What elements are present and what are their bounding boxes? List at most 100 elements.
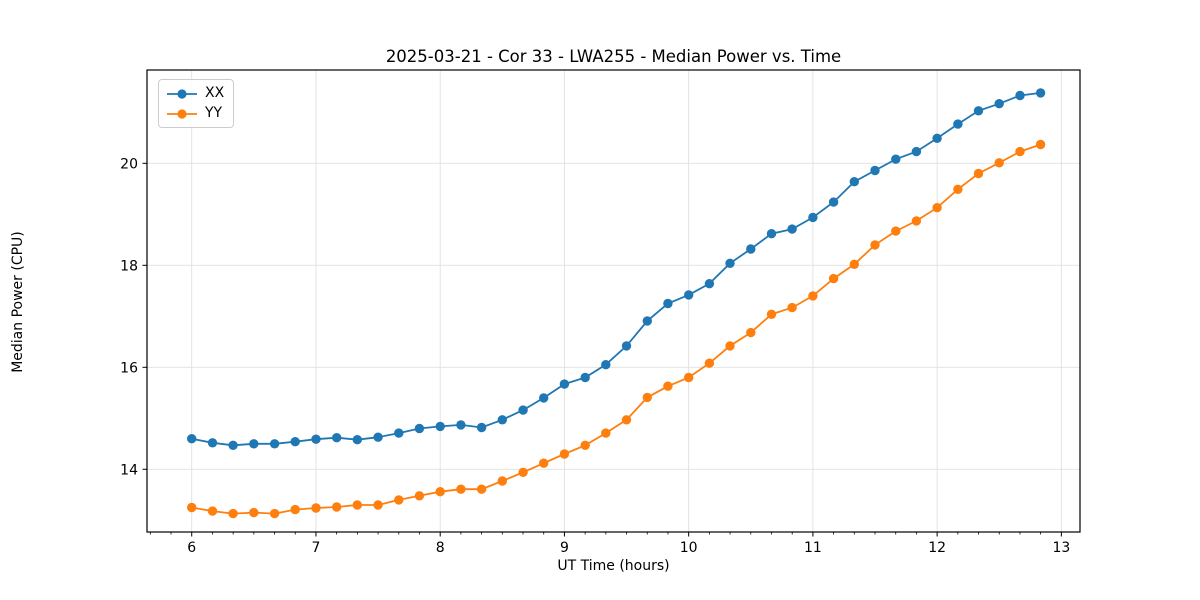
data-point-yy xyxy=(684,372,694,383)
data-point-xx xyxy=(725,258,735,268)
data-point-yy xyxy=(994,158,1004,168)
data-point-yy xyxy=(932,203,942,213)
legend: XX YY xyxy=(158,79,235,128)
data-point-yy xyxy=(870,240,880,250)
data-point-xx xyxy=(704,279,715,289)
data-point-xx xyxy=(352,435,362,445)
data-point-xx xyxy=(870,165,880,176)
legend-entry-xx: XX xyxy=(166,85,224,102)
data-point-yy xyxy=(414,491,425,501)
data-point-xx xyxy=(642,316,652,326)
data-point-yy xyxy=(559,449,570,459)
data-point-yy xyxy=(311,503,321,513)
data-point-yy xyxy=(207,506,218,516)
data-point-xx xyxy=(1035,88,1046,98)
data-point-xx xyxy=(187,434,197,444)
data-point-xx xyxy=(663,298,673,309)
data-point-yy xyxy=(1015,146,1025,157)
data-point-xx xyxy=(911,146,922,157)
data-point-xx xyxy=(891,154,901,164)
x-tick-label: 8 xyxy=(436,540,445,556)
data-point-xx xyxy=(539,393,549,403)
data-point-xx xyxy=(207,438,218,448)
data-point-xx xyxy=(456,420,466,430)
data-point-xx xyxy=(932,133,942,143)
data-point-xx xyxy=(766,229,777,239)
data-point-xx xyxy=(311,434,321,444)
legend-marker-xx-icon xyxy=(167,88,197,99)
data-point-yy xyxy=(497,476,507,486)
y-tick-label: 20 xyxy=(120,156,138,172)
data-point-yy xyxy=(580,440,590,450)
data-point-xx xyxy=(808,212,818,223)
legend-label-yy: YY xyxy=(205,105,223,121)
y-tick-label: 14 xyxy=(120,462,138,478)
data-point-yy xyxy=(476,484,487,494)
data-point-xx xyxy=(601,360,611,370)
data-point-yy xyxy=(787,302,797,313)
x-tick-label: 7 xyxy=(311,540,320,556)
data-point-xx xyxy=(394,428,404,438)
data-point-yy xyxy=(663,381,673,391)
x-tick-label: 11 xyxy=(804,540,822,556)
data-point-yy xyxy=(332,502,342,512)
data-point-yy xyxy=(953,184,963,194)
series-line-xx xyxy=(191,92,1041,447)
data-point-xx xyxy=(290,437,300,447)
x-tick-label: 9 xyxy=(560,540,569,556)
data-point-yy xyxy=(228,508,238,519)
data-point-xx xyxy=(228,440,238,450)
data-point-xx xyxy=(559,379,570,389)
data-point-yy xyxy=(290,504,300,515)
data-point-xx xyxy=(973,106,984,116)
data-point-xx xyxy=(414,423,425,434)
data-point-yy xyxy=(849,259,859,269)
data-point-yy xyxy=(518,467,528,477)
data-point-yy xyxy=(394,495,404,505)
legend-marker-yy-icon xyxy=(167,108,197,119)
data-point-yy xyxy=(352,500,362,510)
data-point-yy xyxy=(601,428,611,438)
x-tick-label: 6 xyxy=(187,540,196,556)
data-point-xx xyxy=(373,432,383,442)
data-point-yy xyxy=(746,327,756,338)
data-point-yy xyxy=(435,487,445,497)
data-point-yy xyxy=(766,309,777,319)
data-point-xx xyxy=(580,372,590,383)
data-point-yy xyxy=(725,341,735,351)
y-tick-label: 18 xyxy=(120,258,138,274)
data-point-yy xyxy=(373,500,383,510)
series-line-yy xyxy=(191,143,1041,515)
data-point-yy xyxy=(973,168,984,179)
data-point-yy xyxy=(642,392,652,403)
data-point-yy xyxy=(621,415,632,425)
data-point-xx xyxy=(1015,90,1025,101)
data-point-xx xyxy=(332,433,342,443)
data-point-xx xyxy=(249,439,259,449)
data-point-yy xyxy=(891,226,901,236)
legend-entry-yy: YY xyxy=(166,105,224,122)
data-point-yy xyxy=(911,216,922,226)
data-point-yy xyxy=(269,508,280,519)
data-point-xx xyxy=(828,197,839,207)
data-point-xx xyxy=(621,341,632,351)
plot-area-border xyxy=(146,69,1081,533)
data-point-xx xyxy=(269,439,280,449)
data-point-xx xyxy=(849,177,859,187)
data-point-yy xyxy=(704,358,715,368)
data-point-yy xyxy=(187,502,197,513)
data-point-xx xyxy=(953,119,963,129)
data-point-xx xyxy=(787,224,797,234)
data-point-xx xyxy=(684,290,694,300)
chart-title: 2025-03-21 - Cor 33 - LWA255 - Median Po… xyxy=(385,47,842,66)
data-point-xx xyxy=(994,99,1004,109)
data-point-xx xyxy=(435,421,445,432)
y-tick-label: 16 xyxy=(120,360,138,376)
data-point-xx xyxy=(476,422,487,433)
data-point-yy xyxy=(828,273,839,284)
y-axis-label: Median Power (CPU) xyxy=(10,231,26,373)
x-axis-label: UT Time (hours) xyxy=(557,558,670,574)
legend-label-xx: XX xyxy=(205,85,225,101)
